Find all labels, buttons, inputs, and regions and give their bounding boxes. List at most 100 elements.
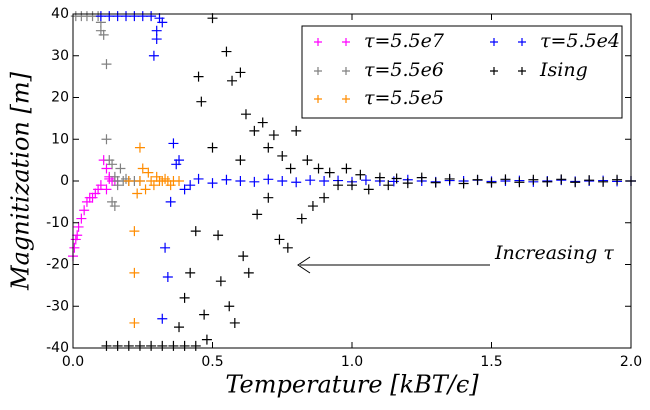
point (165, 180, 176, 191)
point (107, 196, 118, 207)
point (143, 167, 154, 178)
point (196, 96, 207, 107)
point (302, 155, 313, 166)
point (227, 75, 238, 86)
point (157, 17, 168, 28)
point (174, 322, 185, 333)
point (285, 163, 296, 174)
point (598, 176, 609, 187)
point (374, 172, 385, 183)
legend-marker (314, 95, 350, 103)
point (179, 340, 190, 351)
point (104, 173, 115, 184)
point (319, 176, 330, 186)
y-tick-label: -30 (46, 298, 69, 314)
point (109, 171, 120, 182)
point (101, 184, 112, 195)
point (101, 163, 112, 174)
point (104, 155, 115, 166)
point (235, 155, 246, 166)
point (134, 176, 145, 186)
point (70, 234, 81, 245)
point (291, 125, 302, 136)
point (249, 176, 260, 187)
legend-marker (490, 67, 526, 75)
point (148, 50, 159, 61)
legend-label: τ=5.5e7 (364, 30, 445, 52)
point (402, 178, 413, 189)
point (363, 184, 374, 195)
point (416, 172, 427, 183)
point (168, 340, 179, 351)
point (190, 340, 201, 351)
point (240, 109, 251, 120)
point (252, 209, 263, 220)
point (341, 163, 352, 174)
point (277, 176, 288, 186)
point (151, 25, 162, 36)
point (274, 234, 285, 245)
point (257, 117, 268, 128)
arrow-head (297, 256, 311, 274)
x-tick-label: 0.0 (62, 354, 84, 370)
point (81, 196, 92, 207)
point (112, 340, 123, 351)
point (160, 173, 171, 184)
point (430, 177, 441, 188)
y-tick-label: -40 (46, 340, 69, 356)
point (556, 174, 567, 185)
point (101, 134, 112, 145)
point (185, 267, 196, 278)
point (69, 242, 80, 253)
point (72, 230, 83, 241)
legend-marker (490, 38, 526, 46)
point (235, 176, 246, 186)
point (154, 13, 165, 24)
point (115, 163, 126, 174)
point (121, 11, 132, 22)
point (137, 163, 148, 174)
point (224, 301, 235, 312)
point (296, 213, 307, 224)
point (215, 276, 226, 287)
point (542, 176, 553, 187)
plot-points (68, 11, 636, 351)
annotation: Increasing τ (494, 242, 614, 264)
x-tick-label: 1.0 (341, 354, 363, 370)
legend-marker (314, 67, 350, 75)
point (146, 11, 157, 22)
point (486, 177, 497, 188)
point (193, 173, 204, 184)
point (98, 29, 109, 40)
point (179, 292, 190, 303)
legend-box (301, 25, 623, 119)
point (243, 267, 254, 278)
point (174, 176, 185, 186)
point (79, 205, 90, 216)
point (221, 174, 232, 185)
x-tick-label: 2.0 (620, 354, 642, 370)
point (305, 175, 316, 186)
y-tick-label: 30 (51, 48, 69, 64)
point (123, 176, 134, 186)
point (151, 171, 162, 182)
point (444, 173, 455, 184)
point (612, 174, 623, 185)
x-tick-label: 0.5 (201, 354, 223, 370)
point (268, 130, 279, 141)
point (207, 178, 218, 189)
point (263, 174, 274, 185)
point (95, 180, 106, 191)
point (201, 334, 212, 345)
legend-label: τ=5.5e5 (364, 87, 444, 109)
point (207, 142, 218, 153)
y-tick-label: 0 (60, 173, 69, 189)
point (171, 159, 182, 170)
point (190, 226, 201, 237)
y-tick-label: 20 (51, 90, 69, 106)
point (132, 188, 143, 199)
legend-label: τ=5.5e4 (540, 30, 620, 52)
point (291, 177, 302, 188)
point (157, 313, 168, 324)
point (333, 180, 344, 191)
